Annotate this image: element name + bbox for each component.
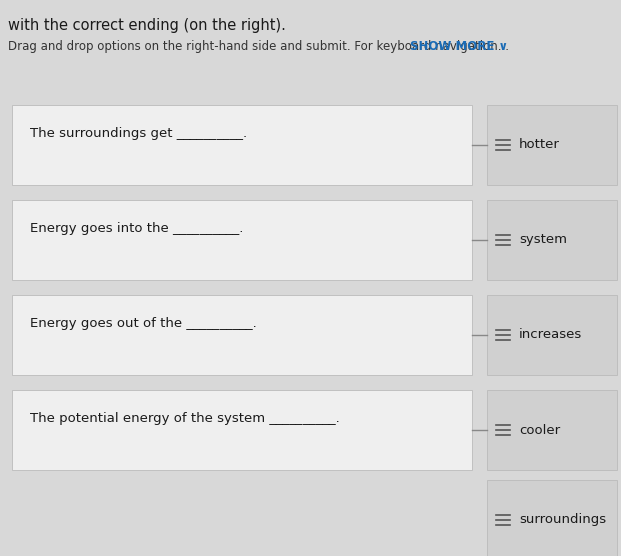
Text: increases: increases — [519, 329, 582, 341]
Text: The potential energy of the system __________.: The potential energy of the system _____… — [30, 412, 340, 425]
Text: Energy goes into the __________.: Energy goes into the __________. — [30, 222, 243, 235]
FancyBboxPatch shape — [487, 105, 617, 185]
Text: surroundings: surroundings — [519, 514, 606, 527]
FancyBboxPatch shape — [12, 200, 472, 280]
FancyBboxPatch shape — [487, 200, 617, 280]
FancyBboxPatch shape — [487, 295, 617, 375]
Text: system: system — [519, 234, 567, 246]
Text: with the correct ending (on the right).: with the correct ending (on the right). — [8, 18, 286, 33]
FancyBboxPatch shape — [12, 295, 472, 375]
Text: SHOW MORE ∨: SHOW MORE ∨ — [410, 40, 508, 53]
Text: hotter: hotter — [519, 138, 560, 151]
Text: Energy goes out of the __________.: Energy goes out of the __________. — [30, 317, 256, 330]
FancyBboxPatch shape — [12, 390, 472, 470]
Text: The surroundings get __________.: The surroundings get __________. — [30, 127, 247, 140]
FancyBboxPatch shape — [12, 105, 472, 185]
FancyBboxPatch shape — [487, 390, 617, 470]
Text: cooler: cooler — [519, 424, 560, 436]
Text: Drag and drop options on the right-hand side and submit. For keyboard navigation: Drag and drop options on the right-hand … — [8, 40, 509, 53]
FancyBboxPatch shape — [487, 480, 617, 556]
